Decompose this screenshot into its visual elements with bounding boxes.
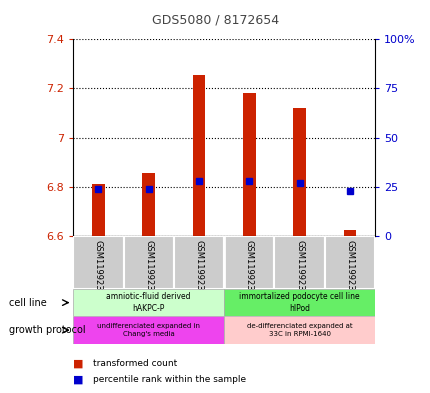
Bar: [324, 236, 374, 289]
Text: cell line: cell line: [9, 298, 46, 308]
Text: undifferenciated expanded in
Chang's media: undifferenciated expanded in Chang's med…: [97, 323, 200, 337]
Bar: [274, 236, 324, 289]
Bar: [123, 236, 173, 289]
Bar: [73, 316, 224, 344]
Bar: [224, 236, 274, 289]
Text: GSM1199237: GSM1199237: [244, 240, 253, 296]
Text: ■: ■: [73, 374, 83, 384]
Bar: [92, 184, 104, 236]
Bar: [224, 316, 374, 344]
Text: growth protocol: growth protocol: [9, 325, 85, 335]
Text: transformed count: transformed count: [92, 359, 176, 368]
Bar: [243, 94, 255, 236]
Text: de-differenciated expanded at
33C in RPMI-1640: de-differenciated expanded at 33C in RPM…: [246, 323, 352, 337]
Bar: [73, 289, 224, 316]
Text: GSM1199231: GSM1199231: [94, 240, 103, 296]
Bar: [224, 289, 374, 316]
Bar: [343, 230, 355, 236]
Text: percentile rank within the sample: percentile rank within the sample: [92, 375, 245, 384]
Text: immortalized podocyte cell line
hIPod: immortalized podocyte cell line hIPod: [239, 292, 359, 313]
Bar: [173, 236, 224, 289]
Text: ■: ■: [73, 358, 83, 369]
Text: GSM1199239: GSM1199239: [344, 240, 353, 296]
Bar: [192, 75, 205, 236]
Text: GSM1199233: GSM1199233: [194, 240, 203, 296]
Text: GSM1199238: GSM1199238: [295, 240, 303, 296]
Text: amniotic-fluid derived
hAKPC-P: amniotic-fluid derived hAKPC-P: [106, 292, 190, 313]
Bar: [142, 173, 155, 236]
Text: GDS5080 / 8172654: GDS5080 / 8172654: [152, 14, 278, 27]
Bar: [73, 236, 123, 289]
Bar: [292, 108, 305, 236]
Text: GSM1199232: GSM1199232: [144, 240, 153, 296]
